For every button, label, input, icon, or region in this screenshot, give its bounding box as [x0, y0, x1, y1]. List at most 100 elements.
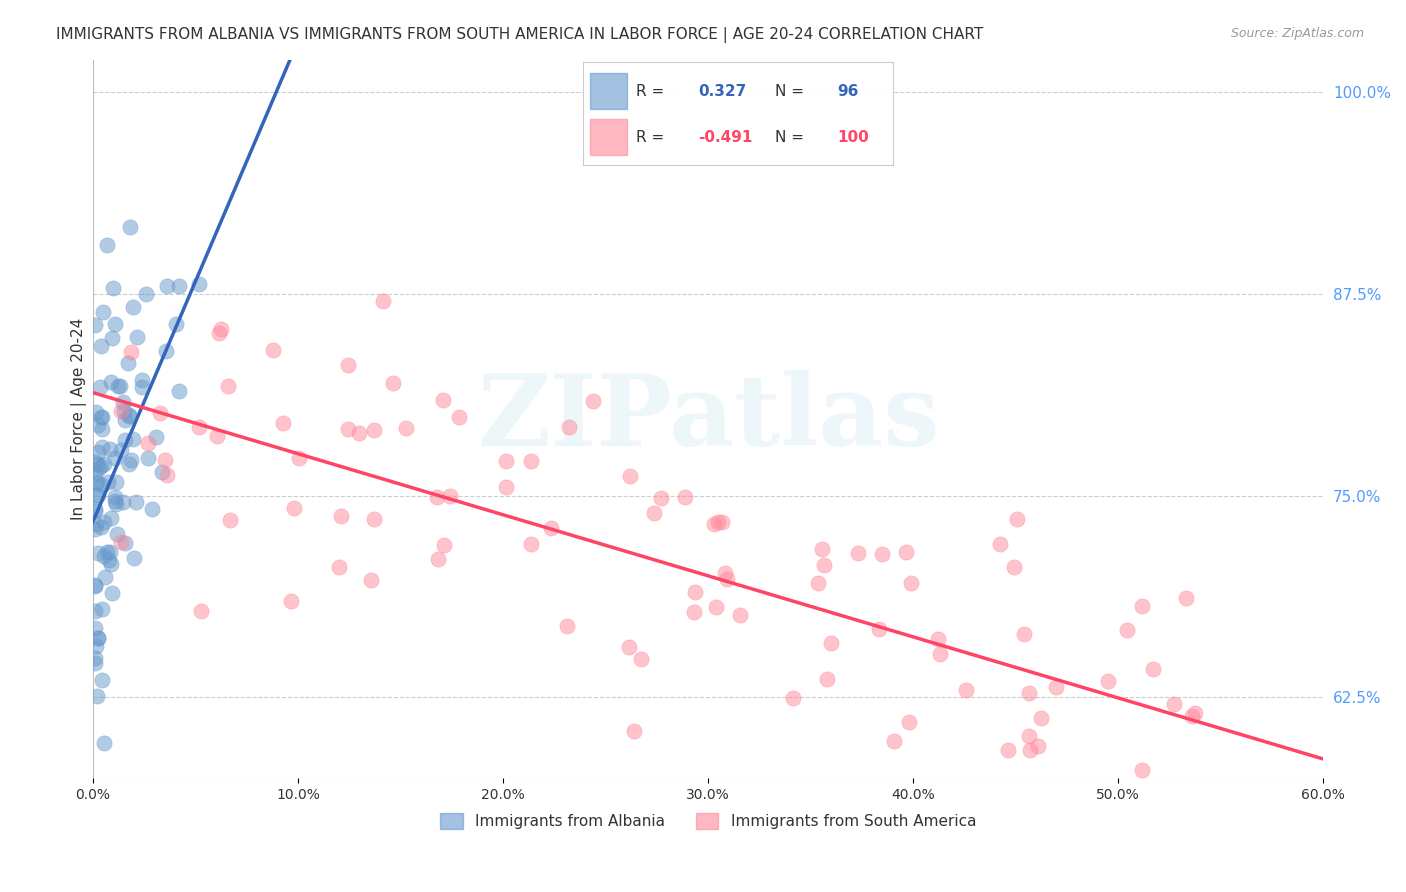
Point [156, 279, 179, 293]
Point [90, 673, 112, 687]
Point [167, 278, 190, 293]
Point [619, 469, 641, 483]
Point [120, 453, 142, 467]
Legend: Immigrants from Albania, Immigrants from South America: Immigrants from Albania, Immigrants from… [434, 807, 983, 835]
Point [83, 467, 105, 482]
Point [432, 393, 454, 408]
Point [131, 380, 153, 394]
Point [728, 607, 751, 622]
Point [104, 317, 127, 331]
Point [93, 549, 115, 563]
Point [101, 586, 124, 600]
Point [114, 536, 136, 550]
Point [104, 494, 127, 508]
Point [208, 326, 231, 341]
Point [87, 445, 110, 459]
Point [382, 376, 405, 390]
Point [1163, 698, 1185, 712]
Point [112, 495, 135, 509]
Point [288, 451, 311, 466]
Bar [589, 119, 627, 155]
Point [145, 430, 167, 444]
Point [329, 508, 352, 523]
Point [87, 546, 110, 560]
Y-axis label: In Labor Force | Age 20-24: In Labor Force | Age 20-24 [72, 318, 87, 520]
Point [1018, 729, 1040, 743]
Point [90, 520, 112, 534]
Point [439, 489, 461, 503]
Point [1184, 706, 1206, 720]
Point [1071, 836, 1094, 850]
Point [87, 418, 110, 433]
Point [96, 545, 118, 559]
Point [1116, 623, 1139, 637]
Point [683, 605, 706, 619]
Point [363, 512, 385, 526]
Point [927, 632, 949, 646]
Point [114, 413, 136, 427]
Point [347, 425, 370, 440]
Point [426, 490, 449, 504]
Point [1012, 627, 1035, 641]
Point [86, 488, 108, 502]
Point [1017, 795, 1039, 809]
Point [83, 621, 105, 635]
Text: 96: 96 [837, 84, 859, 99]
Point [1130, 599, 1153, 614]
Point [167, 384, 190, 398]
Point [558, 420, 581, 434]
Point [84, 502, 107, 516]
Point [1005, 512, 1028, 526]
Point [1181, 708, 1204, 723]
Point [125, 495, 148, 509]
Point [136, 436, 159, 450]
Point [1142, 662, 1164, 676]
Point [900, 576, 922, 591]
Text: R =: R = [636, 84, 664, 99]
Text: R =: R = [636, 130, 664, 145]
Point [650, 491, 672, 505]
Point [395, 420, 418, 434]
Point [1174, 591, 1197, 605]
Point [110, 404, 132, 418]
Point [100, 510, 122, 524]
Point [1119, 793, 1142, 807]
Point [100, 375, 122, 389]
Point [165, 317, 187, 331]
Point [337, 422, 360, 436]
Point [373, 293, 395, 308]
Point [108, 379, 131, 393]
Point [870, 547, 893, 561]
Point [110, 535, 132, 549]
Point [136, 450, 159, 465]
Point [117, 356, 139, 370]
Point [83, 522, 105, 536]
Point [89, 379, 111, 393]
Text: 100: 100 [837, 130, 869, 145]
Point [84, 517, 107, 532]
Point [111, 394, 134, 409]
Point [449, 410, 471, 425]
Point [124, 550, 146, 565]
Point [811, 541, 834, 556]
Point [336, 359, 359, 373]
Point [520, 453, 543, 467]
Point [97, 553, 120, 567]
Point [433, 538, 456, 552]
Point [105, 526, 128, 541]
Point [283, 501, 305, 516]
Point [1026, 739, 1049, 753]
Text: 0.327: 0.327 [697, 84, 747, 99]
Point [846, 546, 869, 560]
Point [868, 622, 890, 636]
Point [955, 683, 977, 698]
Point [87, 631, 110, 645]
Point [98, 442, 121, 457]
Point [84, 476, 107, 491]
Point [86, 475, 108, 490]
Point [93, 515, 115, 529]
Point [84, 650, 107, 665]
Point [110, 443, 132, 458]
Point [105, 497, 128, 511]
Point [122, 432, 145, 446]
